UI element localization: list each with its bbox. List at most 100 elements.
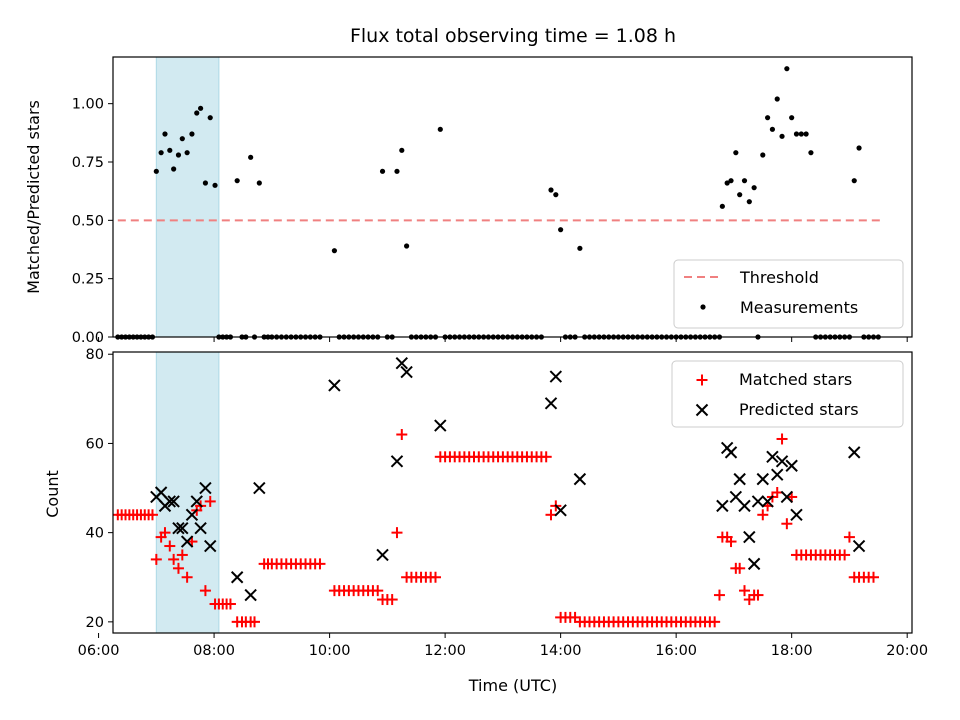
predicted-star-point [848,446,861,459]
matched-star-point [386,594,398,606]
predicted-star-point [194,521,207,535]
predicted-star-point [185,508,199,522]
predicted-star-point-stroke [199,481,212,495]
predicted-star-point [724,446,738,459]
bottom-y-tick-label: 60 [86,436,104,452]
measurement-point [728,178,734,184]
bottom-legend: Matched stars Predicted stars [671,360,904,428]
matched-star-point [176,549,188,561]
predicted-star-point [163,495,177,508]
measurement-point [437,126,443,132]
measurement-point [774,96,780,102]
predicted-star-point-stroke [230,571,244,584]
predicted-star-point [852,539,866,553]
matched-star-point [249,616,261,628]
predicted-star-point-stroke [747,557,761,571]
predicted-star-point-stroke [328,379,341,392]
top-y-axis-label: Matched/Predicted stars [24,100,43,294]
matched-star-point [172,562,184,574]
matched-star-point [709,616,721,628]
measurement-point [856,145,862,151]
legend-predicted-swatch [695,403,709,417]
predicted-star-point-stroke [852,539,866,553]
predicted-star-point [199,481,212,495]
matched-star-point [391,527,403,539]
predicted-star-point-stroke [176,521,189,535]
predicted-star-point [775,455,789,468]
predicted-star-point [747,557,761,571]
predicted-star-point-stroke [395,356,409,370]
predicted-star-point-stroke [376,548,389,562]
bottom-plot-area [113,356,879,628]
matched-star-point [429,571,441,583]
bottom-x-tick-label: 12:00 [424,643,466,659]
legend-predicted-label: Predicted stars [739,400,859,419]
measurement-point [212,182,218,188]
matched-star-point [540,451,552,463]
predicted-star-point-stroke [167,495,180,508]
matched-star-point [199,585,211,597]
measurement-point [784,66,790,72]
measurement-point [789,115,795,121]
legend-matched-swatch [696,374,708,386]
predicted-star-point-stroke [756,472,769,486]
predicted-star-point [780,490,794,504]
legend-predicted-swatch-stroke [695,403,709,417]
bottom-y-tick-label: 40 [86,526,104,542]
measurement-point [719,203,725,209]
measurement-point [769,126,776,132]
measurement-point [803,131,809,137]
measurement-point [724,180,730,186]
bottom-x-tick-label: 16:00 [655,643,697,659]
measurement-point [577,245,583,251]
predicted-star-point-stroke [400,365,413,379]
predicted-star-point-stroke [785,459,798,472]
predicted-star-point-stroke [244,588,257,602]
measurement-point [765,115,771,121]
matched-star-point [757,509,769,521]
predicted-star-point-stroke [790,508,803,522]
predicted-star-point-stroke [766,450,779,464]
top-legend-box [673,259,904,329]
predicted-star-point [738,499,751,513]
predicted-star-point-stroke [771,468,784,481]
predicted-star-point-stroke [544,397,558,410]
measurement-point [760,152,766,158]
predicted-star-point-stroke [716,499,729,513]
predicted-star-point-stroke [743,530,756,544]
predicted-star-point-stroke [848,446,861,459]
legend-measurements-label: Measurements [740,298,858,317]
matched-star-point [713,589,725,601]
predicted-star-point-stroke [724,446,738,459]
predicted-star-point-stroke [204,539,217,553]
top-legend: Threshold Measurements [673,259,904,329]
legend-matched-label: Matched stars [739,370,852,389]
predicted-star-point-stroke [549,370,563,383]
predicted-star-point [328,379,341,392]
measurement-point [175,152,182,158]
predicted-star-point-stroke [738,499,751,513]
predicted-star-point [554,504,567,517]
predicted-star-point-stroke [573,472,587,486]
measurement-point [184,150,190,156]
predicted-star-point [434,419,447,432]
predicted-star-point [230,571,244,584]
matched-star-point [146,509,158,521]
bottom-legend-box [671,360,904,428]
matched-star-point [725,536,737,548]
matched-star-point [224,598,236,610]
measurement-point [162,131,168,137]
measurement-point [198,105,204,111]
predicted-star-point-stroke [434,419,447,432]
predicted-star-point [376,548,389,562]
x-axis-label: Time (UTC) [468,676,557,695]
predicted-star-point-stroke [185,508,199,522]
bottom-y-tick-label: 20 [86,615,104,631]
measurement-point [558,227,564,233]
matched-star-point [159,527,171,539]
measurement-point [207,115,213,121]
predicted-star-point [395,356,409,370]
measurement-point [189,131,195,137]
measurement-point [379,168,386,174]
